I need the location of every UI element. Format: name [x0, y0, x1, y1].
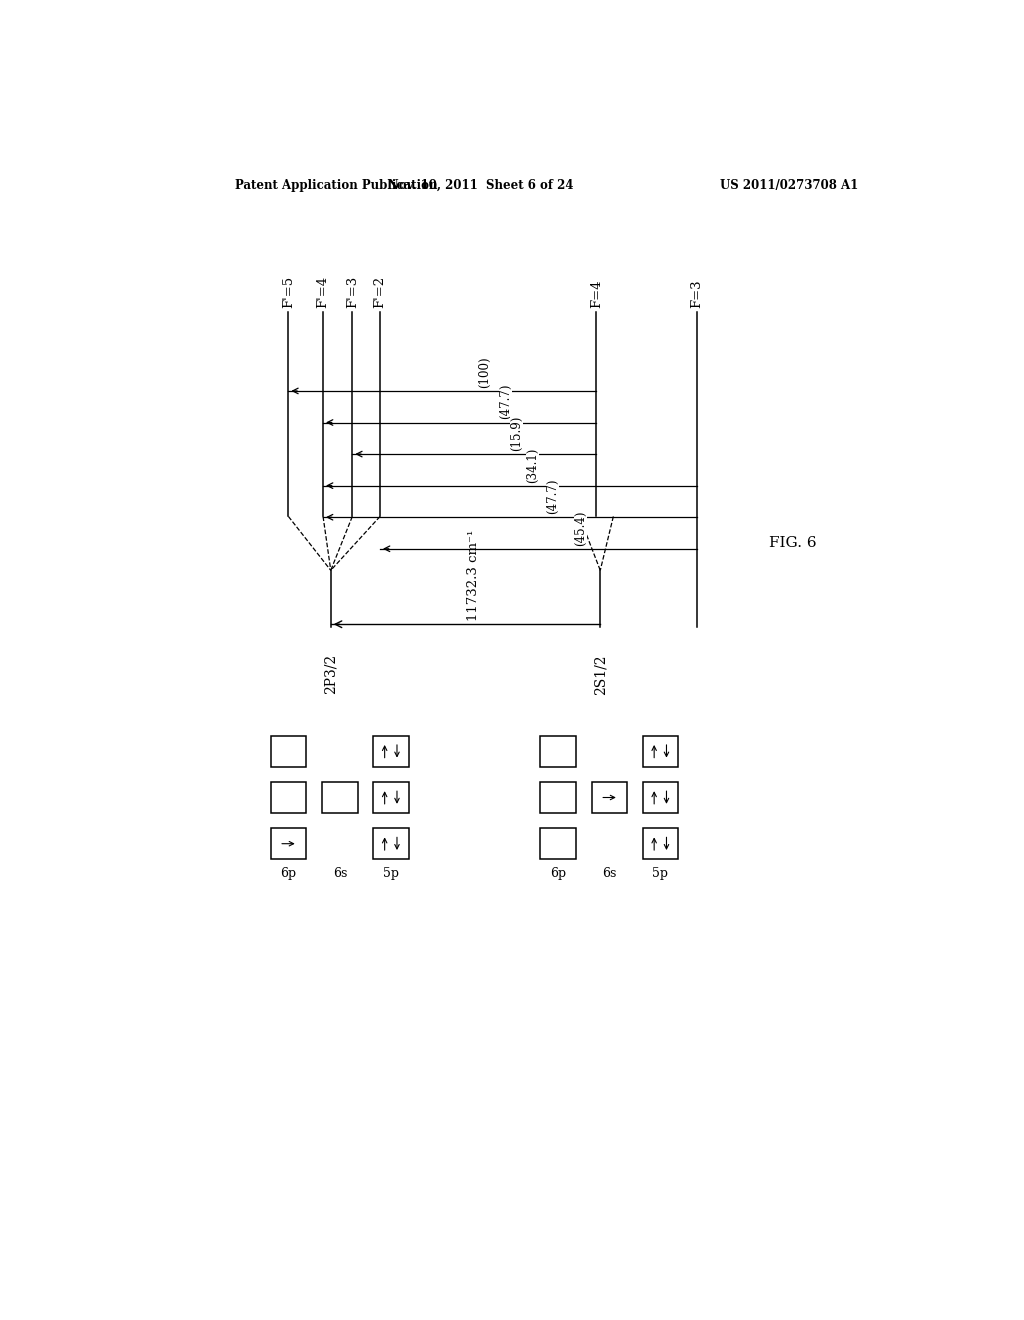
Text: F'=3: F'=3: [346, 276, 358, 308]
Text: (47.7): (47.7): [546, 479, 559, 515]
Bar: [643, 829, 678, 859]
Text: (45.4): (45.4): [574, 511, 587, 545]
Text: F'=4: F'=4: [316, 276, 330, 308]
Text: Patent Application Publication: Patent Application Publication: [234, 178, 437, 191]
Bar: [541, 829, 575, 859]
Bar: [373, 829, 409, 859]
Text: FIG. 6: FIG. 6: [769, 536, 816, 550]
Text: (100): (100): [478, 356, 492, 388]
Text: F'=2: F'=2: [374, 276, 386, 308]
Text: 6s: 6s: [333, 867, 347, 880]
Bar: [541, 781, 575, 813]
Text: (47.7): (47.7): [500, 384, 512, 420]
Bar: [270, 737, 306, 767]
Text: 6s: 6s: [602, 867, 616, 880]
Bar: [643, 737, 678, 767]
Bar: [643, 781, 678, 813]
Bar: [373, 737, 409, 767]
Text: (34.1): (34.1): [526, 447, 540, 483]
Text: 6p: 6p: [550, 867, 566, 880]
Text: F'=5: F'=5: [282, 276, 295, 308]
Bar: [323, 781, 357, 813]
Text: 6p: 6p: [281, 867, 297, 880]
Bar: [541, 737, 575, 767]
Text: Nov. 10, 2011  Sheet 6 of 24: Nov. 10, 2011 Sheet 6 of 24: [388, 178, 573, 191]
Bar: [270, 781, 306, 813]
Text: 2S1/2: 2S1/2: [593, 653, 607, 694]
Text: (15.9): (15.9): [510, 416, 523, 451]
Text: F=4: F=4: [590, 280, 603, 308]
Bar: [592, 781, 628, 813]
Text: 5p: 5p: [383, 867, 398, 880]
Text: US 2011/0273708 A1: US 2011/0273708 A1: [720, 178, 858, 191]
Text: 2P3/2: 2P3/2: [324, 655, 338, 694]
Text: 11732.3 cm⁻¹: 11732.3 cm⁻¹: [467, 529, 479, 622]
Text: F=3: F=3: [690, 279, 703, 308]
Bar: [373, 781, 409, 813]
Bar: [270, 829, 306, 859]
Text: 5p: 5p: [652, 867, 669, 880]
